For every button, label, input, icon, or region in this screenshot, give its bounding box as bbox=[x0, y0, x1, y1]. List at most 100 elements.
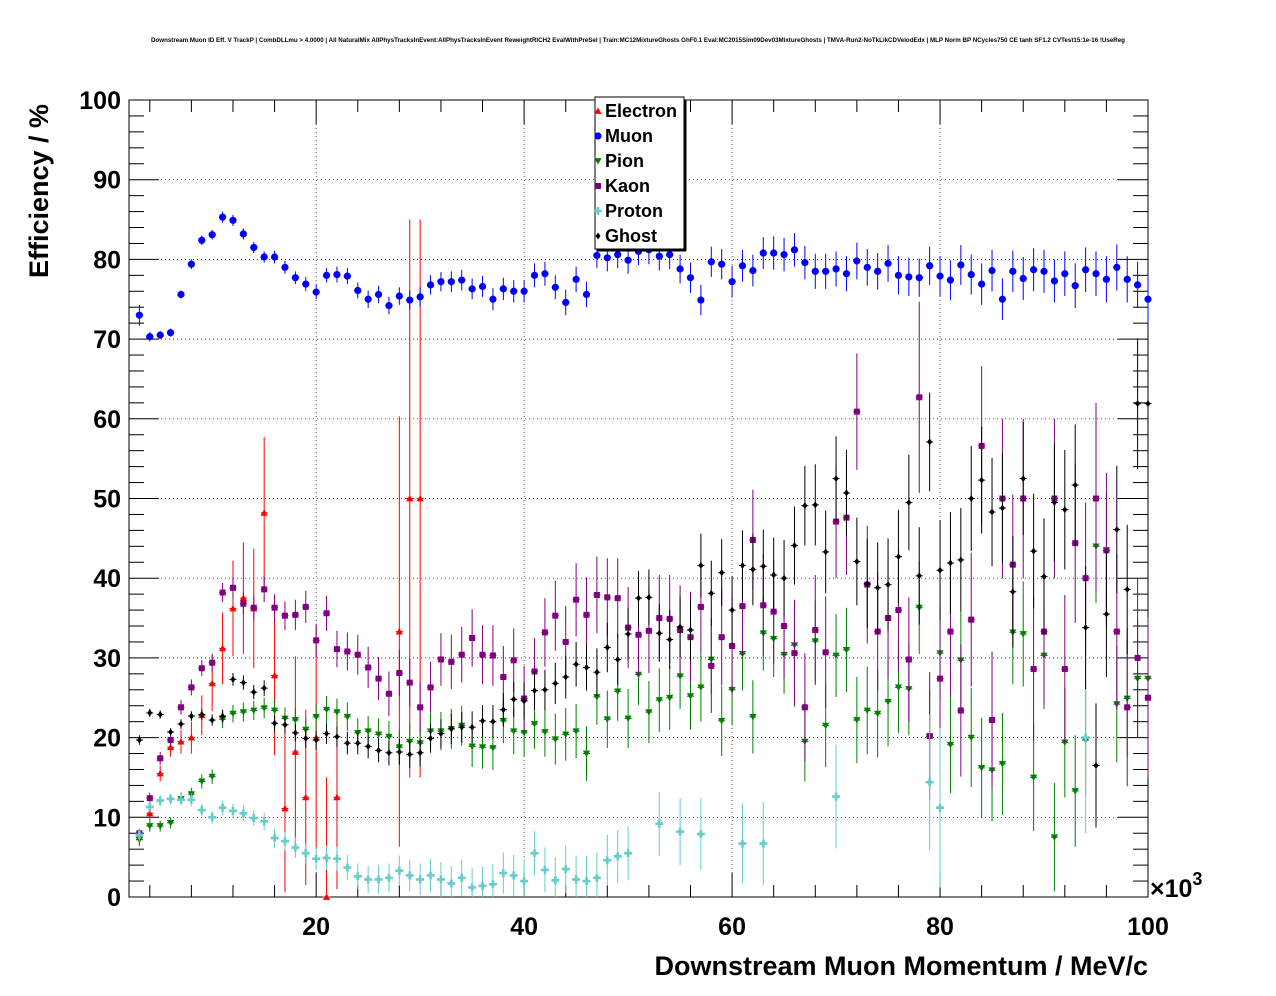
proton-point bbox=[145, 802, 154, 811]
proton-point bbox=[436, 875, 445, 884]
muon-point bbox=[603, 254, 611, 262]
pion-point bbox=[863, 707, 871, 715]
proton-point bbox=[426, 871, 435, 880]
muon-point bbox=[863, 263, 871, 271]
electron-point bbox=[218, 644, 227, 652]
legend-entry-muon: Muon bbox=[594, 126, 653, 146]
y-tick-label: 20 bbox=[93, 725, 121, 753]
muon-point bbox=[822, 267, 830, 275]
muon-point bbox=[416, 293, 424, 301]
pion-point bbox=[749, 713, 757, 721]
electron-point bbox=[270, 671, 279, 679]
muon-point bbox=[926, 262, 934, 270]
y-tick-label: 10 bbox=[93, 804, 121, 832]
ghost-point bbox=[448, 725, 454, 733]
proton-point bbox=[166, 794, 175, 803]
pion-point bbox=[822, 722, 830, 730]
ghost-point bbox=[802, 502, 808, 510]
ghost-point bbox=[272, 719, 278, 727]
kaon-point bbox=[417, 704, 424, 711]
kaon-point bbox=[562, 638, 569, 645]
pion-point bbox=[385, 733, 393, 741]
pion-point bbox=[322, 706, 331, 714]
proton-point bbox=[488, 880, 497, 889]
legend-marker-electron bbox=[594, 107, 602, 114]
pion-point bbox=[364, 728, 372, 735]
ghost-point bbox=[199, 710, 205, 718]
kaon-point bbox=[905, 656, 912, 663]
pion-point bbox=[697, 684, 705, 691]
ghost-point bbox=[636, 594, 641, 602]
legend-marker-pion bbox=[594, 158, 602, 165]
muon-point bbox=[759, 249, 767, 257]
kaon-point bbox=[302, 603, 309, 610]
ghost-point bbox=[781, 574, 787, 582]
ghost-point bbox=[594, 668, 600, 676]
x-tick-labels: 20 40 60 80 100 bbox=[302, 913, 1169, 941]
muon-point bbox=[998, 295, 1007, 303]
muon-point bbox=[468, 285, 476, 293]
muon-point bbox=[1061, 270, 1069, 278]
muon-point bbox=[1050, 277, 1059, 285]
kaon-point bbox=[583, 611, 590, 618]
kaon-point bbox=[344, 648, 351, 655]
kaon-point bbox=[271, 604, 278, 611]
legend-marker-ghost bbox=[595, 232, 601, 240]
legend: Electron Muon Pion Kaon Proton Ghost bbox=[594, 96, 687, 252]
kaon-point bbox=[167, 736, 174, 743]
x-tick-label: 80 bbox=[926, 913, 954, 941]
electron-point bbox=[177, 737, 185, 745]
proton-point bbox=[176, 795, 185, 804]
proton-point bbox=[551, 876, 560, 885]
muon-point bbox=[936, 272, 944, 280]
ghost-point bbox=[687, 626, 693, 634]
muon-point bbox=[447, 278, 455, 286]
proton-point bbox=[416, 875, 425, 884]
pion-point bbox=[520, 729, 528, 737]
kaon-point bbox=[1113, 628, 1120, 635]
ghost-point bbox=[386, 749, 392, 757]
pion-point bbox=[686, 693, 695, 700]
muon-point bbox=[198, 236, 206, 244]
muon-point bbox=[135, 311, 143, 319]
kaon-point bbox=[645, 627, 652, 634]
pion-point bbox=[208, 773, 216, 781]
kaon-point bbox=[354, 651, 361, 658]
ghost-point bbox=[511, 695, 517, 703]
muon-point bbox=[489, 295, 497, 303]
ghost-point bbox=[344, 739, 350, 747]
ghost-point bbox=[552, 679, 558, 687]
kaon-point bbox=[219, 589, 226, 596]
kaon-point bbox=[739, 603, 746, 610]
series-pion bbox=[135, 489, 1152, 892]
muon-point bbox=[1092, 270, 1100, 278]
ghost-point bbox=[968, 495, 974, 502]
muon-point bbox=[426, 281, 435, 289]
muon-point bbox=[270, 253, 279, 261]
ghost-point bbox=[417, 749, 423, 757]
ghost-point bbox=[947, 559, 953, 567]
ghost-point bbox=[376, 746, 382, 754]
pion-point bbox=[582, 750, 591, 758]
proton-point bbox=[696, 830, 705, 839]
pion-point bbox=[489, 745, 497, 752]
muon-point bbox=[458, 276, 466, 284]
pion-point bbox=[624, 715, 632, 723]
ghost-point bbox=[646, 593, 652, 601]
pion-point bbox=[478, 744, 487, 751]
muon-point bbox=[707, 258, 715, 266]
kaon-point bbox=[895, 607, 902, 614]
electron-point bbox=[291, 748, 299, 755]
legend-entry-kaon: Kaon bbox=[595, 176, 650, 196]
muon-point bbox=[1040, 267, 1048, 275]
pion-point bbox=[146, 823, 154, 830]
ghost-point bbox=[438, 730, 444, 738]
ghost-point bbox=[1114, 526, 1120, 534]
ghost-point bbox=[407, 750, 413, 758]
muon-point bbox=[322, 271, 331, 279]
kaon-point bbox=[822, 649, 829, 656]
kaon-point bbox=[198, 665, 205, 672]
ghost-point bbox=[188, 712, 194, 720]
proton-point bbox=[582, 877, 591, 886]
legend-label-electron: Electron bbox=[605, 101, 677, 121]
